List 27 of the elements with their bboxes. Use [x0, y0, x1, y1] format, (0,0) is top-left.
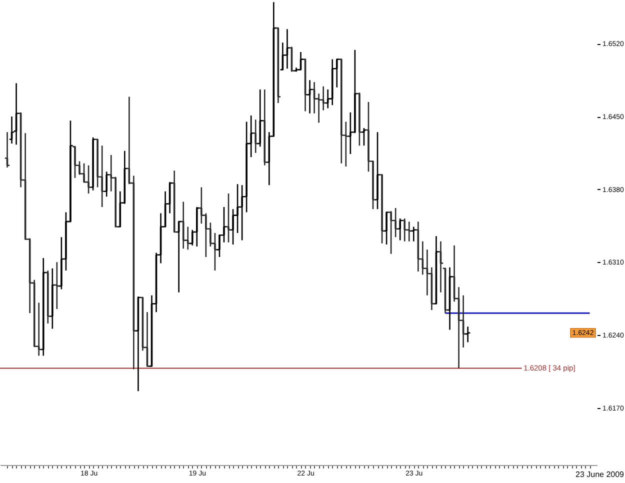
- candlestick: [329, 58, 336, 106]
- candlestick: [402, 218, 408, 242]
- candlestick: [86, 164, 92, 194]
- candlestick: [104, 170, 110, 198]
- candlestick: [379, 174, 386, 244]
- candlestick: [40, 257, 46, 356]
- candlestick: [54, 262, 60, 310]
- candlestick: [257, 88, 264, 148]
- candlestick: [397, 218, 404, 241]
- candlestick: [252, 118, 259, 154]
- candlestick: [72, 146, 78, 179]
- candlestick: [388, 210, 394, 254]
- candlestick: [262, 88, 268, 166]
- candlestick: [338, 58, 344, 164]
- candlestick: [356, 92, 362, 146]
- candlestick: [226, 192, 232, 244]
- candlestick: [180, 201, 186, 250]
- candlestick: [360, 127, 367, 146]
- text: 23 June 2009: [576, 470, 625, 479]
- candlestick: [194, 206, 200, 248]
- candlestick: [374, 131, 381, 210]
- candlestick: [384, 212, 390, 246]
- candlestick: [44, 270, 51, 324]
- candlestick: [49, 268, 56, 330]
- candlestick: [410, 226, 417, 242]
- candlestick: [90, 136, 96, 192]
- candlestick: [406, 220, 412, 242]
